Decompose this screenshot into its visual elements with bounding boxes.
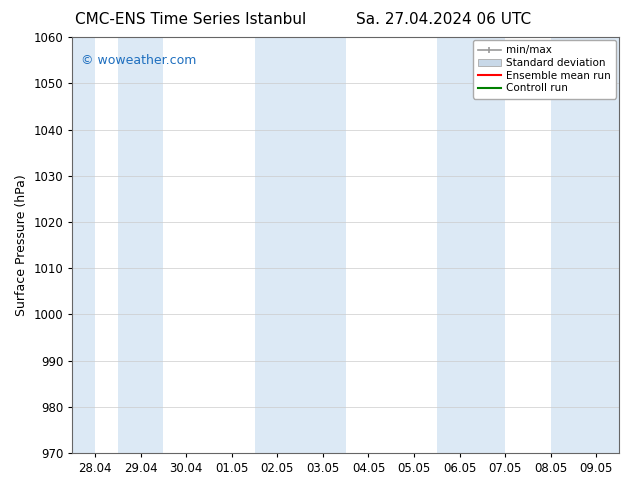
Text: © woweather.com: © woweather.com: [81, 54, 196, 67]
Text: Sa. 27.04.2024 06 UTC: Sa. 27.04.2024 06 UTC: [356, 12, 531, 27]
Bar: [72, 37, 95, 453]
Y-axis label: Surface Pressure (hPa): Surface Pressure (hPa): [15, 174, 28, 316]
Bar: [118, 37, 164, 453]
Text: CMC-ENS Time Series Istanbul: CMC-ENS Time Series Istanbul: [75, 12, 306, 27]
Bar: [255, 37, 346, 453]
Bar: [437, 37, 505, 453]
Bar: [551, 37, 619, 453]
Legend: min/max, Standard deviation, Ensemble mean run, Controll run: min/max, Standard deviation, Ensemble me…: [472, 40, 616, 98]
